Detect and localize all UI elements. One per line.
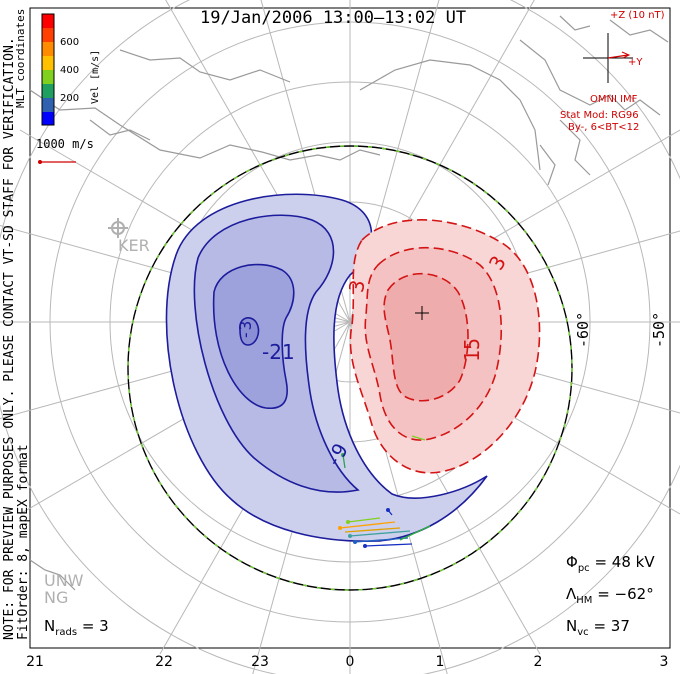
scale-vector-label: 1000 m/s bbox=[36, 137, 94, 151]
mlt-label-22: 22 bbox=[155, 654, 173, 670]
colorbar-label: Vel [m/s] bbox=[90, 49, 101, 104]
station-ng-label: NG bbox=[44, 588, 69, 607]
station-ker-marker bbox=[108, 218, 128, 238]
negative-potential-cell bbox=[165, 193, 488, 542]
colorbar bbox=[41, 13, 55, 126]
mlt-label-21: 21 bbox=[26, 654, 44, 670]
hmb-boundary-vectors bbox=[127, 145, 573, 591]
colorbar-tick-600: 600 bbox=[60, 37, 80, 48]
nvc-subscript: vc bbox=[577, 627, 589, 638]
station-unw-label: UNW bbox=[44, 571, 84, 590]
mlt-label-23: 23 bbox=[251, 654, 269, 670]
coordinates-label: MLT coordinates bbox=[14, 8, 27, 108]
map-title: 19/Jan/2006 13:00–13:02 UT bbox=[200, 8, 467, 28]
phi-subscript: pc bbox=[577, 563, 590, 574]
latitude-label-60: -60° bbox=[574, 311, 592, 348]
nvc-symbol: N bbox=[566, 617, 578, 635]
colorbar-tick-200: 200 bbox=[60, 93, 80, 104]
nvc-value: = 37 bbox=[593, 617, 630, 635]
contour-label-neg-inner: -21 bbox=[262, 340, 295, 364]
stat-model: Stat Mod: RG96 bbox=[560, 110, 639, 121]
scale-vector-arrow bbox=[38, 160, 76, 164]
fit-order-note: FitOrder: 8, mapEX format bbox=[16, 444, 31, 640]
potential-max-marker bbox=[415, 306, 429, 320]
latitude-label-50: -50° bbox=[650, 311, 668, 348]
nrads-stat: Nrads = 3 bbox=[44, 617, 109, 638]
colorbar-tick-400: 400 bbox=[60, 65, 80, 76]
imf-y-label: +Y bbox=[628, 57, 643, 68]
imf-z-label: +Z (10 nT) bbox=[610, 10, 665, 21]
mlt-label-1: 1 bbox=[435, 654, 445, 670]
lambda-subscript: HM bbox=[576, 595, 593, 606]
preview-note: NOTE: FOR PREVIEW PURPOSES ONLY. PLEASE … bbox=[2, 37, 17, 640]
mlt-label-3: 3 bbox=[659, 654, 669, 670]
mlt-label-0: 0 bbox=[345, 654, 355, 670]
nvc-stat: Nvc = 37 bbox=[566, 617, 630, 638]
coastlines bbox=[29, 15, 669, 591]
station-ker-label: KER bbox=[118, 236, 150, 255]
stat-model-bin: By-, 6<BT<12 bbox=[568, 122, 640, 133]
hmb-stat: ΛHM = −62° bbox=[566, 585, 654, 606]
vector-origins bbox=[338, 453, 390, 548]
imf-source: OMNI IMF bbox=[590, 94, 638, 105]
imf-clock bbox=[583, 33, 633, 83]
potential-stat: Φpc = 48 kV bbox=[566, 553, 655, 574]
lambda-value: = −62° bbox=[597, 585, 654, 603]
velocity-vectors bbox=[339, 435, 431, 547]
contour-label-pos-inner: 15 bbox=[460, 337, 484, 362]
nrads-value: = 3 bbox=[81, 617, 109, 635]
nrads-subscript: rads bbox=[55, 627, 78, 638]
nrads-symbol: N bbox=[44, 617, 56, 635]
contour-label-neg-outer: -3 bbox=[236, 320, 255, 340]
mlt-label-2: 2 bbox=[533, 654, 543, 670]
lambda-symbol: Λ bbox=[566, 585, 577, 603]
positive-potential-cell bbox=[349, 219, 541, 474]
phi-symbol: Φ bbox=[566, 553, 578, 571]
phi-value: = 48 kV bbox=[594, 553, 655, 571]
